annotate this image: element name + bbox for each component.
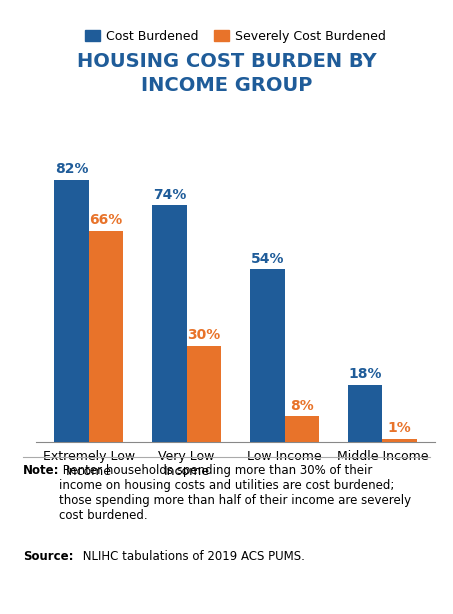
- Text: 82%: 82%: [55, 162, 88, 176]
- Text: 8%: 8%: [290, 398, 313, 413]
- Bar: [382, 439, 417, 442]
- Text: HOUSING COST BURDEN BY
INCOME GROUP: HOUSING COST BURDEN BY INCOME GROUP: [77, 52, 376, 95]
- Bar: [284, 416, 319, 442]
- Text: Source:: Source:: [23, 550, 73, 562]
- Text: 18%: 18%: [349, 367, 382, 381]
- Legend: Cost Burdened, Severely Cost Burdened: Cost Burdened, Severely Cost Burdened: [80, 25, 391, 48]
- Bar: [54, 180, 89, 442]
- Text: Note:: Note:: [23, 464, 59, 476]
- Bar: [187, 346, 221, 442]
- Bar: [89, 231, 123, 442]
- Text: 30%: 30%: [187, 328, 220, 343]
- Text: NLIHC tabulations of 2019 ACS PUMS.: NLIHC tabulations of 2019 ACS PUMS.: [79, 550, 305, 562]
- Bar: [348, 384, 382, 442]
- Text: 1%: 1%: [388, 421, 411, 435]
- Text: 54%: 54%: [251, 252, 284, 265]
- Bar: [250, 270, 284, 442]
- Bar: [152, 206, 187, 442]
- Text: 66%: 66%: [89, 213, 122, 227]
- Text: Renter households spending more than 30% of their
income on housing costs and ut: Renter households spending more than 30%…: [59, 464, 411, 521]
- Text: 74%: 74%: [153, 188, 186, 201]
